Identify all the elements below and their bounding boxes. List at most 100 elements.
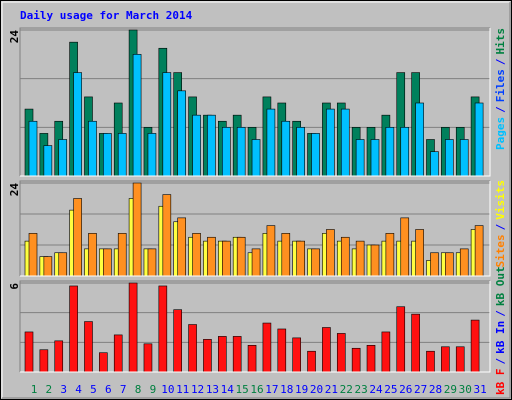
bar <box>381 331 391 373</box>
bar <box>162 194 172 277</box>
bar <box>459 139 469 177</box>
x-tick-label: 15 <box>236 383 249 396</box>
bar <box>426 350 435 373</box>
x-tick-label: 23 <box>355 383 368 396</box>
x-tick-label: 31 <box>473 383 486 396</box>
bar <box>281 120 291 177</box>
bar <box>370 139 380 177</box>
bar <box>266 225 276 277</box>
x-tick-label: 10 <box>161 383 174 396</box>
legend-entry: Hits <box>494 28 507 55</box>
bar <box>262 322 272 373</box>
bar <box>296 240 305 277</box>
bar <box>58 139 68 177</box>
x-tick-label: 13 <box>206 383 219 396</box>
bar <box>445 252 454 277</box>
x-tick-label: 26 <box>399 383 412 396</box>
bar <box>366 344 376 373</box>
bar <box>43 145 53 177</box>
plot-border <box>20 281 491 373</box>
bar <box>43 256 53 277</box>
bar <box>292 337 301 373</box>
bar <box>173 309 182 373</box>
bar <box>192 233 201 277</box>
bar <box>143 343 153 373</box>
x-tick-label: 12 <box>191 383 204 396</box>
bar <box>207 114 216 177</box>
x-tick-label: 19 <box>295 383 308 396</box>
x-tick-label: 27 <box>414 383 427 396</box>
bar <box>39 349 49 373</box>
legend-entry: kB F <box>494 369 507 396</box>
bar <box>470 319 480 373</box>
bar <box>326 229 335 277</box>
bar <box>322 327 331 373</box>
bar <box>385 127 395 177</box>
bar <box>307 350 316 373</box>
bar <box>340 108 350 177</box>
bar <box>162 72 172 177</box>
bar <box>218 336 227 373</box>
bar <box>326 108 335 177</box>
legend-entry: Pages <box>494 117 507 150</box>
bar <box>474 102 484 177</box>
bar <box>251 248 261 277</box>
bar <box>400 217 410 277</box>
x-tick-label: 28 <box>429 383 442 396</box>
x-tick-label: 9 <box>150 383 157 396</box>
x-tick-label: 16 <box>250 383 263 396</box>
legend-separator: / <box>494 358 507 365</box>
bar <box>236 236 246 277</box>
x-tick-label: 4 <box>75 383 82 396</box>
bar <box>445 139 454 177</box>
bar <box>222 240 231 277</box>
bar <box>430 151 439 177</box>
bar <box>459 248 469 277</box>
plot-border <box>20 181 491 277</box>
bar <box>177 90 186 177</box>
x-tick-label: 1 <box>31 383 38 396</box>
x-tick-label: 17 <box>265 383 278 396</box>
y-tick-label: 6 <box>8 283 21 290</box>
bar <box>351 347 361 373</box>
legend: Pages / Files / Hits <box>494 28 507 150</box>
bar <box>355 139 365 177</box>
bar <box>415 102 424 177</box>
legend-separator: / <box>494 58 507 65</box>
legend-separator: / <box>494 106 507 113</box>
bar <box>396 306 406 373</box>
bar <box>24 331 34 373</box>
bar <box>236 127 246 177</box>
bar <box>73 198 82 277</box>
x-tick-label: 7 <box>120 383 127 396</box>
y-tick-label: 24 <box>8 183 21 197</box>
bar <box>73 72 82 177</box>
bar <box>251 139 261 177</box>
bar <box>370 244 380 277</box>
chart-title: Daily usage for March 2014 <box>20 9 193 22</box>
legend-entry: kB Out <box>494 266 507 306</box>
bar <box>99 352 108 373</box>
bar <box>54 340 64 373</box>
bar <box>415 229 424 277</box>
plot-border <box>19 280 490 372</box>
x-tick-label: 20 <box>310 383 323 396</box>
bar <box>355 240 365 277</box>
x-tick-label: 2 <box>46 383 53 396</box>
bar <box>296 127 305 177</box>
bar <box>222 127 231 177</box>
y-tick-label: 24 <box>8 30 21 44</box>
bar <box>177 217 186 277</box>
bar <box>277 328 287 373</box>
bar <box>340 236 350 277</box>
bar <box>103 248 112 277</box>
x-tick-label: 22 <box>340 383 353 396</box>
x-tick-label: 3 <box>60 383 67 396</box>
legend-separator: / <box>494 223 507 230</box>
bar <box>203 339 212 373</box>
x-tick-label: 29 <box>444 383 457 396</box>
legend: Sites / Visits <box>494 180 507 268</box>
